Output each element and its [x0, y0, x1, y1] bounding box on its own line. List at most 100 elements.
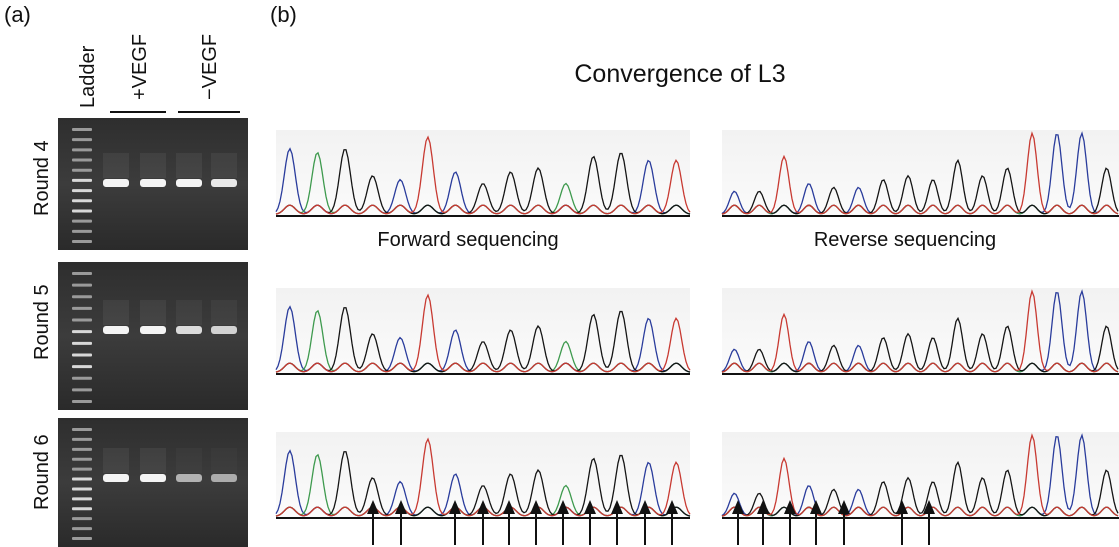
- ladder-band: [72, 229, 92, 233]
- trace: [721, 131, 1119, 215]
- round-label: Round 5: [31, 284, 53, 360]
- gel-smear: [140, 448, 166, 473]
- gel-band: [103, 474, 129, 482]
- arrow-head: [810, 500, 822, 514]
- panel-label: (b): [270, 2, 297, 27]
- ladder-band: [72, 487, 92, 491]
- trace: [721, 433, 1119, 517]
- ladder-band: [72, 447, 92, 451]
- ladder-band: [72, 365, 92, 369]
- arrow-head: [666, 500, 678, 514]
- ladder-band: [72, 189, 92, 193]
- gel-smear: [140, 300, 166, 325]
- gel-band: [211, 326, 237, 334]
- trace: [275, 293, 691, 373]
- ladder-band: [72, 148, 92, 152]
- arrow-head: [395, 500, 407, 514]
- arrow-head: [449, 500, 461, 514]
- ladder-band: [72, 219, 92, 223]
- gel-smear: [103, 448, 129, 473]
- gel-band: [211, 179, 237, 187]
- ladder-band: [72, 400, 92, 403]
- ladder-band: [72, 330, 92, 334]
- gel-smear: [103, 153, 129, 178]
- ladder-band: [72, 517, 92, 521]
- ladder-band: [72, 168, 92, 172]
- artwork: [58, 118, 1119, 547]
- ladder-band: [72, 283, 92, 287]
- gel-band: [176, 179, 202, 187]
- gel-smear: [140, 153, 166, 178]
- chromatogram-bg: [276, 130, 690, 216]
- arrow-head: [896, 500, 908, 514]
- arrow-head: [611, 500, 623, 514]
- arrow-head: [923, 500, 935, 514]
- gel-band: [140, 179, 166, 187]
- lane-label: +VEGF: [129, 34, 151, 100]
- arrow-head: [584, 500, 596, 514]
- gel-image: [58, 262, 248, 410]
- ladder-band: [72, 353, 92, 357]
- gel-smear: [176, 448, 202, 473]
- ladder-band: [72, 341, 92, 345]
- gel-band: [176, 474, 202, 482]
- ladder-band: [72, 467, 92, 471]
- ladder-band: [72, 497, 92, 501]
- panel-label: (a): [4, 2, 31, 27]
- ladder-band: [72, 306, 92, 310]
- ladder-band: [72, 428, 92, 431]
- arrow-head: [639, 500, 651, 514]
- chromatogram-bg: [276, 288, 690, 374]
- gel-smear: [176, 153, 202, 178]
- ladder-band: [72, 295, 92, 299]
- trace: [275, 307, 691, 373]
- arrow-head: [557, 500, 569, 514]
- ladder-band: [72, 507, 92, 511]
- ladder-band: [72, 178, 92, 182]
- ladder-band: [72, 138, 92, 142]
- ladder-band: [72, 128, 92, 131]
- gel-smear: [176, 300, 202, 325]
- round-label: Round 6: [31, 434, 53, 510]
- arrow-head: [530, 500, 542, 514]
- ladder-band: [72, 240, 92, 243]
- ladder-band: [72, 318, 92, 322]
- lane-label: −VEGF: [199, 34, 221, 100]
- round-label: Round 4: [31, 140, 53, 216]
- ladder-band: [72, 388, 92, 392]
- arrow-head: [757, 500, 769, 514]
- gel-smear: [211, 300, 237, 325]
- arrow-head: [784, 500, 796, 514]
- gel-band: [103, 326, 129, 334]
- trace: [275, 451, 691, 517]
- gel-band: [103, 179, 129, 187]
- ladder-band: [72, 437, 92, 441]
- gel-smear: [211, 448, 237, 473]
- gel-band: [140, 474, 166, 482]
- ladder-band: [72, 158, 92, 162]
- arrow-head: [367, 500, 379, 514]
- gel-band: [140, 326, 166, 334]
- ladder-band: [72, 477, 92, 481]
- trace: [721, 289, 1119, 373]
- arrow-head: [503, 500, 515, 514]
- arrow-head: [477, 500, 489, 514]
- ladder-band: [72, 537, 92, 540]
- lane-label: Ladder: [77, 45, 99, 108]
- sequencing-title: Convergence of L3: [574, 60, 785, 88]
- gel-band: [211, 474, 237, 482]
- ladder-band: [72, 209, 92, 213]
- ladder-band: [72, 527, 92, 531]
- arrow-head: [838, 500, 850, 514]
- trace: [275, 149, 691, 215]
- gel-band: [176, 326, 202, 334]
- arrow-head: [732, 500, 744, 514]
- ladder-band: [72, 199, 92, 203]
- trace: [275, 135, 691, 215]
- gel-smear: [103, 300, 129, 325]
- ladder-band: [72, 272, 92, 275]
- caption: Reverse sequencing: [814, 229, 996, 251]
- caption: Forward sequencing: [377, 229, 558, 251]
- ladder-band: [72, 457, 92, 461]
